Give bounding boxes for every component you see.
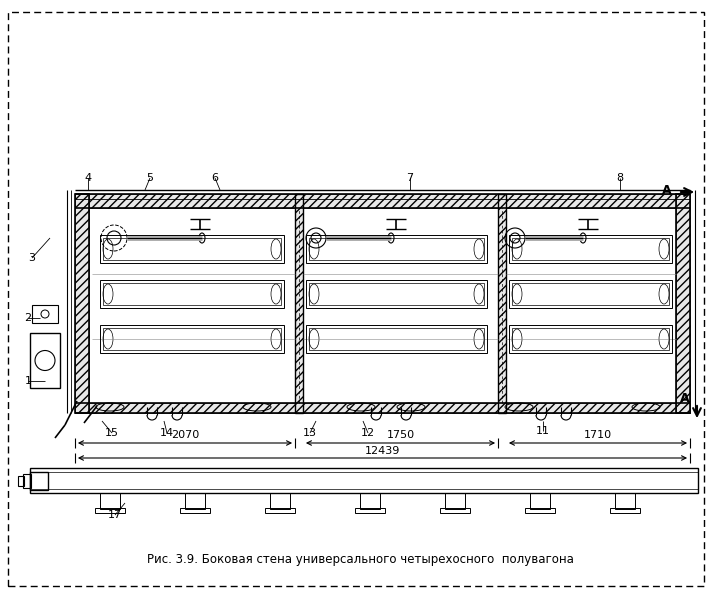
Bar (103, 238, 281, 260)
Bar (75, 194, 89, 413)
Bar (509, 325, 672, 353)
Text: 6: 6 (211, 173, 219, 183)
Text: 8: 8 (617, 173, 624, 183)
Bar (295, 194, 303, 413)
Bar (676, 194, 690, 413)
Bar (100, 325, 284, 353)
Text: 14: 14 (160, 428, 174, 438)
Bar (509, 280, 672, 308)
Bar (355, 508, 385, 513)
Bar (32, 305, 58, 323)
Bar (306, 235, 487, 263)
Bar (676, 194, 690, 413)
Text: 12439: 12439 (365, 446, 400, 456)
Text: A: A (662, 184, 672, 197)
Bar (30, 468, 698, 493)
Bar (306, 280, 487, 308)
Text: 1710: 1710 (584, 430, 612, 440)
Bar (95, 508, 125, 513)
Text: Рис. 3.9. Боковая стена универсального четырехосного  полувагона: Рис. 3.9. Боковая стена универсального ч… (147, 554, 573, 566)
Bar (512, 328, 669, 350)
Bar (180, 508, 210, 513)
Bar (445, 493, 465, 509)
Text: 1: 1 (24, 376, 31, 386)
Bar (440, 508, 470, 513)
Bar (295, 194, 303, 413)
Bar (100, 235, 284, 263)
Bar (185, 493, 205, 509)
Text: 2: 2 (24, 313, 31, 323)
Text: 7: 7 (407, 173, 414, 183)
Text: 5: 5 (147, 173, 154, 183)
Bar (100, 493, 120, 509)
Bar (23, 474, 31, 488)
Text: A: A (680, 392, 690, 405)
Bar (498, 194, 506, 413)
Bar (610, 508, 640, 513)
Ellipse shape (199, 233, 205, 243)
Text: 3: 3 (28, 253, 36, 263)
Text: 2070: 2070 (171, 430, 199, 440)
Text: 17: 17 (108, 510, 122, 520)
Bar (309, 238, 484, 260)
Bar (509, 235, 672, 263)
Bar (306, 325, 487, 353)
Bar (100, 280, 284, 308)
Bar (270, 493, 290, 509)
Bar (512, 283, 669, 305)
Text: 11: 11 (536, 426, 550, 436)
Bar (75, 194, 89, 413)
Bar (360, 493, 380, 509)
Bar (103, 283, 281, 305)
Bar (30, 333, 60, 388)
Text: 4: 4 (85, 173, 92, 183)
Ellipse shape (388, 233, 394, 243)
Text: 13: 13 (303, 428, 317, 438)
Bar (498, 194, 506, 413)
Bar (512, 238, 669, 260)
Bar (525, 508, 555, 513)
Text: 15: 15 (105, 428, 119, 438)
Bar (103, 328, 281, 350)
Bar (75, 403, 690, 413)
Ellipse shape (580, 233, 586, 243)
Bar (18, 476, 24, 486)
Bar (615, 493, 635, 509)
Text: 1750: 1750 (387, 430, 414, 440)
Bar (30, 472, 48, 490)
Bar (309, 283, 484, 305)
Bar (265, 508, 295, 513)
Text: 12: 12 (361, 428, 375, 438)
Bar (309, 328, 484, 350)
Bar (530, 493, 550, 509)
Bar (75, 194, 690, 208)
